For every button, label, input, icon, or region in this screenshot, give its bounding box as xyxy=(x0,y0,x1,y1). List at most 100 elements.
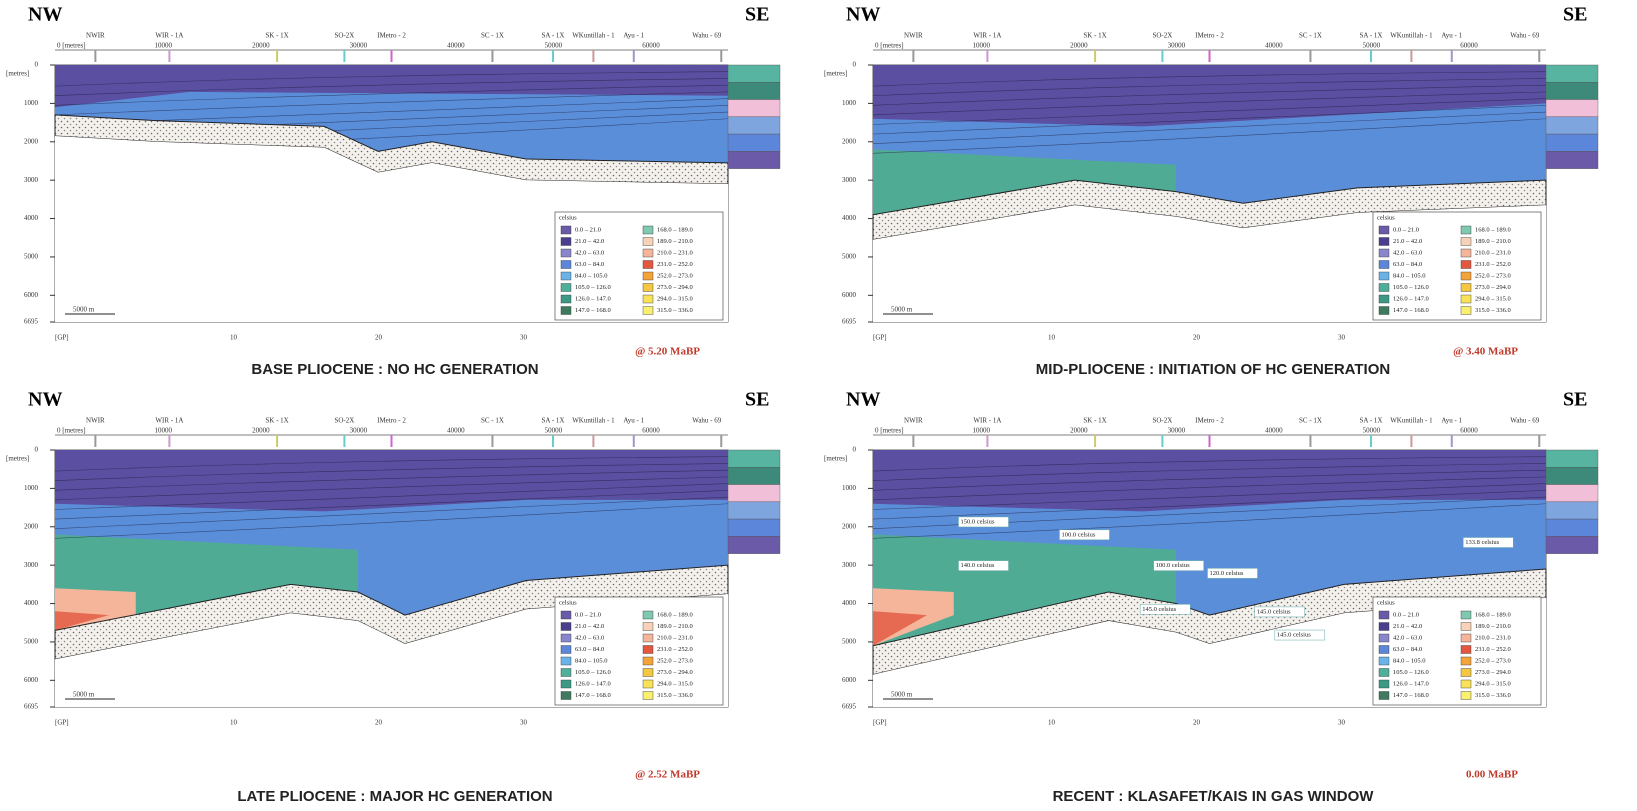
well-name: SO-2X xyxy=(334,32,354,40)
formation-block xyxy=(728,134,780,151)
distance-tick: 60000 xyxy=(1460,427,1478,435)
distance-tick: 60000 xyxy=(642,42,660,50)
legend-swatch xyxy=(643,284,653,292)
legend-title: celsius xyxy=(1377,214,1395,221)
depth-tick: 6000 xyxy=(842,291,857,299)
legend-label: 0.0 – 21.0 xyxy=(1393,226,1419,233)
grid-tick: [GP] xyxy=(55,719,69,727)
well-name: WKuntillah - 1 xyxy=(572,417,615,425)
legend-swatch xyxy=(1379,226,1389,234)
legend-swatch xyxy=(1379,249,1389,257)
grid-tick: 10 xyxy=(230,719,238,727)
legend-swatch xyxy=(643,692,653,700)
well-name: SC - 1X xyxy=(1299,32,1322,40)
legend-label: 294.0 – 315.0 xyxy=(657,295,693,302)
legend-label: 63.0 – 84.0 xyxy=(575,646,604,653)
scale-bar-label: 5000 m xyxy=(73,306,95,314)
legend-label: 105.0 – 126.0 xyxy=(1393,284,1429,291)
formation-block xyxy=(728,519,780,536)
grid-tick: 10 xyxy=(1048,334,1056,342)
formation-block xyxy=(728,450,780,467)
depth-unit: [metres] xyxy=(6,70,29,78)
legend-swatch xyxy=(561,307,571,315)
temperature-annotation: 145.0 celsius xyxy=(1277,632,1311,639)
legend-swatch xyxy=(1461,272,1471,280)
legend-label: 84.0 – 105.0 xyxy=(1393,657,1426,664)
legend-label: 273.0 – 294.0 xyxy=(657,284,693,291)
distance-tick: 40000 xyxy=(447,427,465,435)
well-name: IMetro - 2 xyxy=(1195,32,1224,40)
age-label: @ 5.20 MaBP xyxy=(635,346,700,358)
legend-swatch xyxy=(1379,261,1389,269)
grid-tick: 10 xyxy=(1048,719,1056,727)
temperature-annotation: 133.8 celsius xyxy=(1465,539,1499,546)
age-label: @ 2.52 MaBP xyxy=(635,769,700,781)
legend-label: 189.0 – 210.0 xyxy=(1475,623,1511,630)
formation-block xyxy=(728,117,780,134)
well-name: SC - 1X xyxy=(481,32,504,40)
figure: NW SE 0 [metres] 10000 20000 30000 40000 50000 6… xyxy=(0,0,1637,811)
distance-tick: 10000 xyxy=(155,427,173,435)
legend-swatch xyxy=(1379,634,1389,642)
depth-tick: 1000 xyxy=(842,99,857,107)
depth-tick: 2000 xyxy=(24,137,39,145)
legend-swatch xyxy=(1461,680,1471,688)
legend-label: 315.0 – 336.0 xyxy=(657,307,693,314)
legend-swatch xyxy=(1461,249,1471,257)
legend-swatch xyxy=(561,272,571,280)
legend-swatch xyxy=(643,249,653,257)
legend-label: 84.0 – 105.0 xyxy=(575,657,608,664)
formation-block xyxy=(728,65,780,82)
legend-swatch xyxy=(1379,272,1389,280)
legend-label: 105.0 – 126.0 xyxy=(575,284,611,291)
grid-tick: 30 xyxy=(1338,334,1346,342)
well-name: Ayu - 1 xyxy=(623,417,644,425)
depth-tick: 3000 xyxy=(842,561,857,569)
legend-label: 294.0 – 315.0 xyxy=(1475,295,1511,302)
formation-block xyxy=(1546,519,1598,536)
well-name: SK - 1X xyxy=(1083,417,1106,425)
formation-block xyxy=(1546,117,1598,134)
direction-label: NW xyxy=(28,389,62,411)
legend-swatch xyxy=(1379,307,1389,315)
direction-label: SE xyxy=(1563,389,1587,411)
legend-swatch xyxy=(643,307,653,315)
legend-label: 21.0 – 42.0 xyxy=(1393,238,1422,245)
legend-label: 252.0 – 273.0 xyxy=(657,272,693,279)
grid-tick: [GP] xyxy=(873,719,887,727)
distance-tick: 30000 xyxy=(1168,427,1186,435)
legend-swatch xyxy=(561,249,571,257)
legend-label: 252.0 – 273.0 xyxy=(1475,657,1511,664)
depth-tick: 6695 xyxy=(24,703,39,711)
depth-unit: [metres] xyxy=(824,70,847,78)
legend-swatch xyxy=(1461,611,1471,619)
depth-tick: 5000 xyxy=(842,253,857,261)
distance-tick: 20000 xyxy=(1070,427,1088,435)
grid-tick: 20 xyxy=(375,719,383,727)
well-name: Ayu - 1 xyxy=(1441,32,1462,40)
distance-tick: 0 [metres] xyxy=(875,42,904,50)
legend-swatch xyxy=(561,680,571,688)
legend-label: 231.0 – 252.0 xyxy=(657,261,693,268)
legend-label: 126.0 – 147.0 xyxy=(575,295,611,302)
formation-block xyxy=(1546,82,1598,99)
depth-tick: 3000 xyxy=(24,561,39,569)
legend-swatch xyxy=(1461,238,1471,246)
depth-tick: 6695 xyxy=(842,703,857,711)
well-name: Ayu - 1 xyxy=(623,32,644,40)
legend-swatch xyxy=(1461,692,1471,700)
grid-tick: 10 xyxy=(230,334,238,342)
grid-tick: [GP] xyxy=(873,334,887,342)
legend-label: 147.0 – 168.0 xyxy=(575,692,611,699)
formation-block xyxy=(1546,134,1598,151)
legend-swatch xyxy=(561,226,571,234)
distance-tick: 50000 xyxy=(545,42,563,50)
legend-label: 315.0 – 336.0 xyxy=(1475,307,1511,314)
legend-swatch xyxy=(643,646,653,654)
distance-tick: 30000 xyxy=(1168,42,1186,50)
grid-tick: 30 xyxy=(520,719,528,727)
well-name: Wahu - 69 xyxy=(692,417,721,425)
distance-tick: 60000 xyxy=(1460,42,1478,50)
direction-label: SE xyxy=(745,389,769,411)
legend-label: 63.0 – 84.0 xyxy=(1393,646,1422,653)
